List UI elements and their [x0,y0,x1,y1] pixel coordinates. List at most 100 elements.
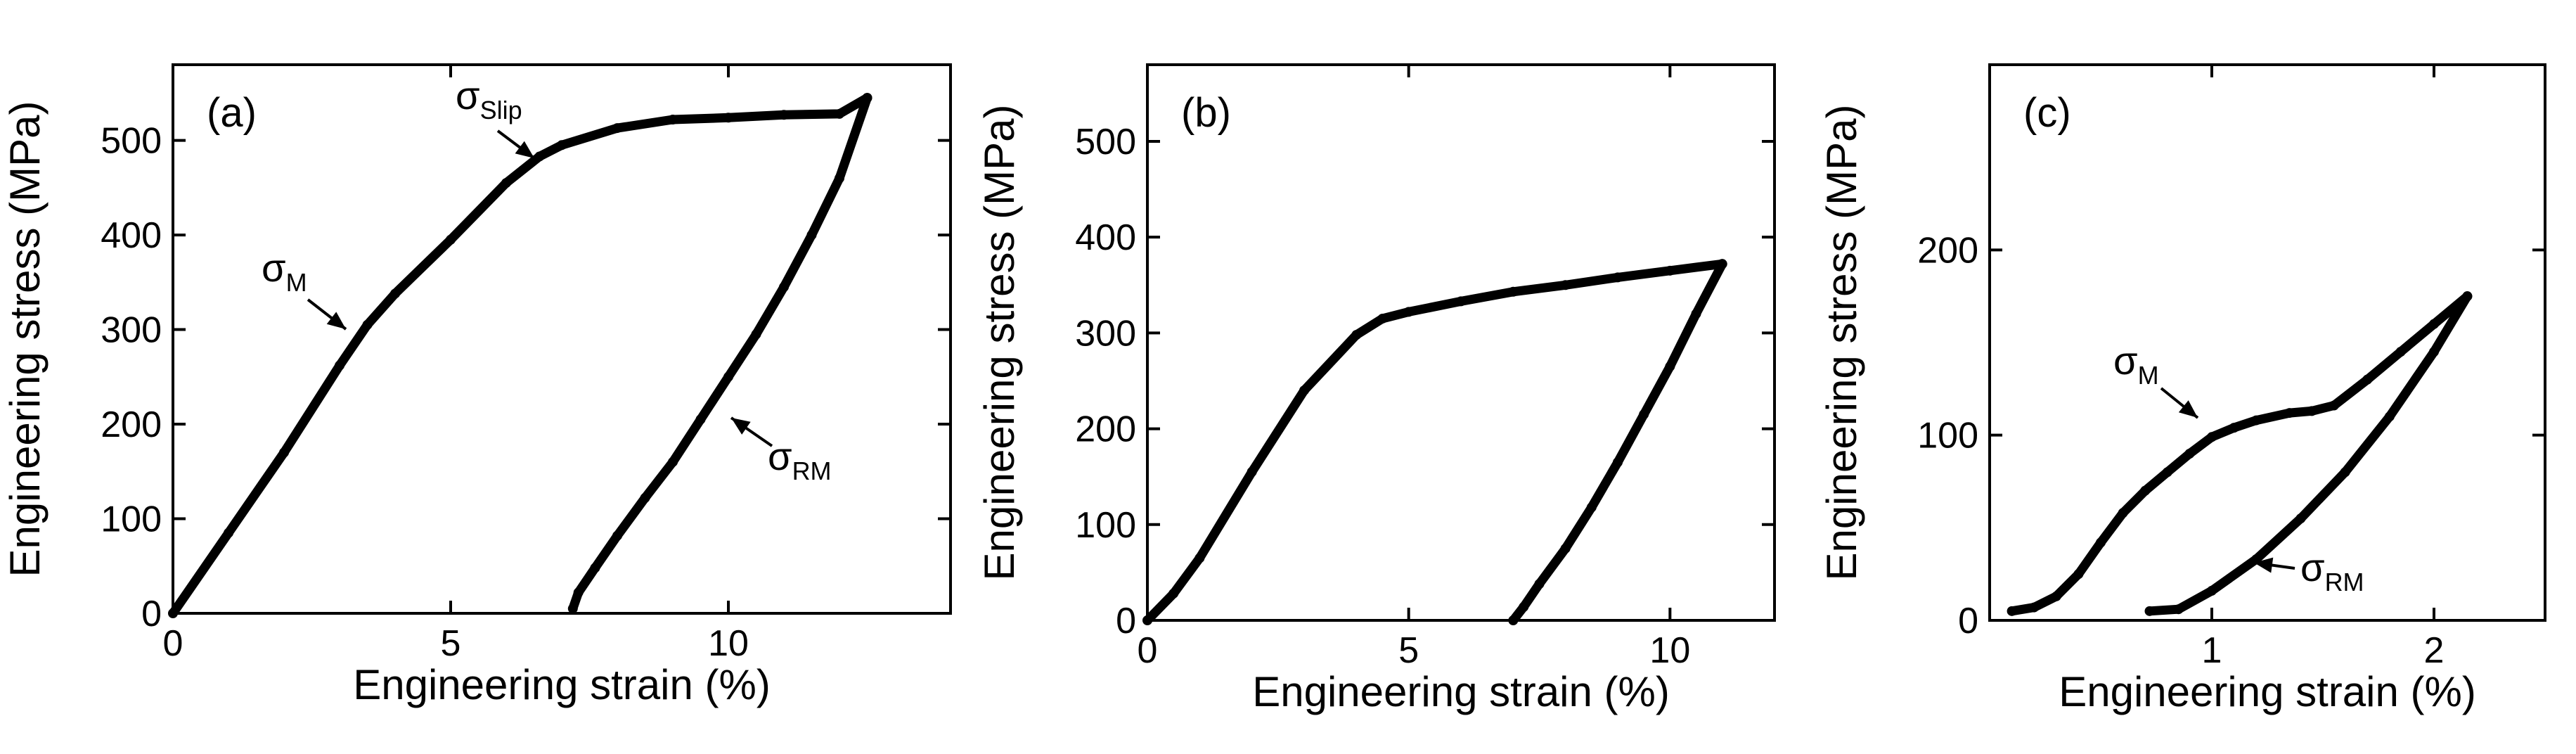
data-point-unloading [1519,601,1529,612]
y-tick-label: 200 [1075,409,1136,450]
data-point-unloading [2340,467,2350,478]
chart-panel-c: 1 2 100 200 Engineering strain (%) Engineerin… [1818,63,2546,715]
y-tick-label: 100 [1075,505,1136,546]
data-point-unloading [612,530,622,541]
series-loading [2007,291,2472,616]
data-point-loading [2184,449,2195,459]
y-axis-label: Engineering stress (MPa) [1,101,49,577]
data-point-unloading [806,230,817,241]
chart-panel-a: 0 5 10 100 200 300 400 500 Engineering strain (%… [1,63,952,708]
data-point-unloading [1613,457,1623,468]
x-tick-label: 10 [1649,630,1690,671]
data-point-loading [2307,406,2317,416]
y-tick-label: 400 [1075,217,1136,258]
y-tick-label: 200 [1917,230,1978,271]
data-point-unloading [2462,291,2473,302]
data-point-unloading [668,456,678,467]
data-point-loading [2118,508,2128,518]
x-tick-label: 2 [2424,630,2445,671]
y-tick-label: 500 [101,121,162,162]
data-point-loading [1247,466,1257,477]
data-point-loading [2284,408,2295,418]
data-point-unloading [779,282,789,293]
data-point-loading [168,608,178,618]
series-loading [168,93,872,618]
data-point-unloading [2429,347,2439,357]
data-point-unloading [1639,409,1649,420]
data-point-unloading [1691,309,1701,319]
data-point-unloading [723,371,733,382]
data-point-loading [2251,415,2262,426]
data-point-unloading [835,173,844,184]
annotation-sigma-m: σM [262,245,307,297]
x-tick-label: 10 [708,623,749,664]
data-point-loading [1194,553,1205,563]
data-point-unloading [2295,513,2306,524]
data-point-unloading [590,563,600,573]
annotation-arrowhead [2254,557,2274,573]
data-point-loading [1142,615,1152,625]
data-point-loading [1377,313,1388,324]
x-axis-label: Engineering strain (%) [2059,668,2476,715]
y-tick-label: 300 [1075,313,1136,354]
data-point-loading [2051,591,2061,601]
panel-label: (a) [207,90,257,136]
data-point-loading [835,108,844,119]
annotation-sigma-rm: σRM [2300,545,2364,596]
data-point-loading [2007,606,2017,616]
panel-label: (c) [2023,90,2071,136]
origin-label: 0 [1116,601,1136,641]
data-point-loading [2229,423,2239,433]
data-point-loading [2140,485,2151,496]
data-point-unloading [2144,606,2155,616]
plot-frame [1146,63,1776,622]
data-point-loading [668,115,678,124]
data-point-unloading [2173,604,2184,615]
data-point-loading [1665,265,1675,276]
series-loading [1142,259,1727,625]
data-point-loading [1403,307,1414,317]
annotation-arrowhead [515,141,534,158]
y-tick-label: 100 [1917,416,1978,456]
data-point-unloading [1586,502,1597,513]
data-point-loading [1168,588,1179,599]
annotation-arrowhead [731,418,751,435]
data-point-loading [2362,374,2373,385]
y-tick-label: 200 [101,404,162,445]
plot-frame [172,63,952,615]
data-point-loading [1456,296,1466,307]
chart-panel-b: 0 5 10 100 200 300 400 500 Engineering strain (%… [976,63,1776,715]
annotation-sigma-m: σM [2113,338,2159,390]
panel-label: (b) [1181,90,1231,136]
data-point-unloading [695,414,706,425]
data-point-loading [557,140,567,151]
x-tick-label: 5 [1398,630,1419,671]
data-point-unloading [1560,543,1571,554]
x-axis-label: Engineering strain (%) [1252,668,1670,715]
data-point-loading [390,288,400,299]
annotation-arrowhead [326,312,346,329]
data-point-loading [2096,537,2106,548]
x-tick-label: 1 [2202,630,2222,671]
data-point-loading [1299,385,1309,396]
y-axis-label: Engineering stress (MPa) [976,105,1023,581]
data-point-loading [335,360,344,371]
data-point-loading [2029,602,2040,613]
data-point-unloading [1717,259,1727,269]
data-point-loading [279,447,289,458]
y-tick-label: 500 [1075,122,1136,162]
x-axis-label: Engineering strain (%) [353,661,771,708]
data-point-loading [2162,467,2172,478]
data-point-loading [501,178,511,188]
data-point-loading [534,151,545,162]
y-axis-label: Engineering stress (MPa) [1818,105,1865,581]
data-point-unloading [567,603,578,614]
data-point-loading [779,110,789,120]
annotation-sigma-rm: σRM [768,434,832,485]
data-point-loading [1351,330,1362,340]
origin-label: 0 [1958,601,1978,641]
series-unloading [1508,259,1727,625]
data-point-loading [2207,432,2217,442]
data-point-unloading [1534,579,1545,589]
